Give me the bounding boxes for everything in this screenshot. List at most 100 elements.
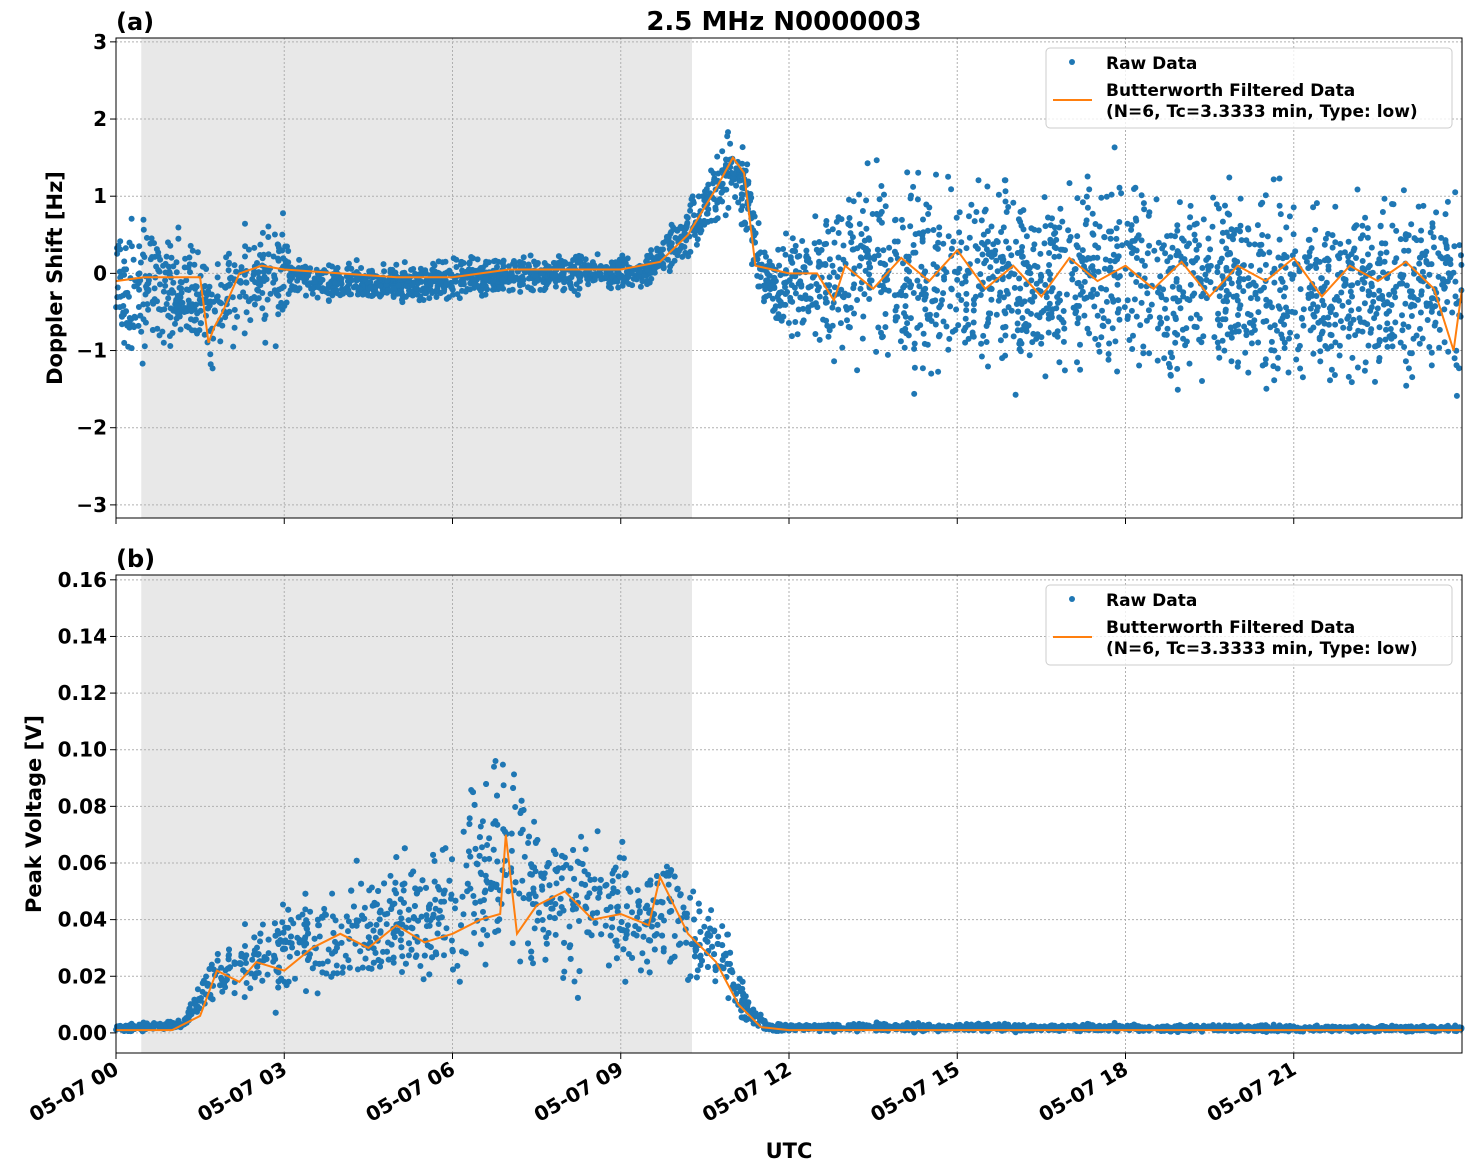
raw-data-point — [1117, 185, 1123, 191]
raw-data-point — [1401, 187, 1407, 193]
raw-data-point — [1346, 239, 1352, 245]
raw-data-point — [1055, 328, 1061, 334]
raw-data-point — [174, 316, 180, 322]
raw-data-point — [900, 225, 906, 231]
raw-data-point — [156, 306, 162, 312]
raw-data-point — [265, 234, 271, 240]
raw-data-point — [1280, 315, 1286, 321]
raw-data-point — [830, 323, 836, 329]
raw-data-point — [1141, 200, 1147, 206]
raw-data-point — [952, 269, 958, 275]
raw-data-point — [1420, 203, 1426, 209]
raw-data-point — [721, 186, 727, 192]
raw-data-point — [1307, 285, 1313, 291]
raw-data-point — [1248, 295, 1254, 301]
raw-data-point — [432, 858, 438, 864]
raw-data-point — [1018, 250, 1024, 256]
raw-data-point — [598, 276, 604, 282]
raw-data-point — [170, 263, 176, 269]
raw-data-point — [141, 217, 147, 223]
raw-data-point — [257, 252, 263, 258]
raw-data-point — [1443, 240, 1449, 246]
raw-data-point — [137, 270, 143, 276]
raw-data-point — [912, 341, 918, 347]
raw-data-point — [531, 259, 537, 265]
raw-data-point — [1156, 240, 1162, 246]
raw-data-point — [880, 334, 886, 340]
raw-data-point — [242, 221, 248, 227]
raw-data-point — [141, 254, 147, 260]
raw-data-point — [1426, 344, 1432, 350]
raw-data-point — [1072, 267, 1078, 273]
raw-data-point — [1002, 308, 1008, 314]
legend-marker-raw — [1069, 59, 1075, 65]
raw-data-point — [996, 192, 1002, 198]
raw-data-point — [159, 329, 165, 335]
raw-data-point — [1140, 350, 1146, 356]
raw-data-point — [1239, 237, 1245, 243]
raw-data-point — [1034, 312, 1040, 318]
raw-data-point — [150, 327, 156, 333]
raw-data-point — [990, 241, 996, 247]
raw-data-point — [1025, 308, 1031, 314]
raw-data-point — [232, 262, 238, 268]
raw-data-point — [1171, 311, 1177, 317]
raw-data-point — [1362, 215, 1368, 221]
raw-data-point — [763, 294, 769, 300]
raw-data-point — [1079, 259, 1085, 265]
raw-data-point — [612, 278, 618, 284]
raw-data-point — [937, 332, 943, 338]
raw-data-point — [936, 232, 942, 238]
raw-data-point — [985, 228, 991, 234]
raw-data-point — [894, 314, 900, 320]
raw-data-point — [1008, 270, 1014, 276]
raw-data-point — [321, 906, 327, 912]
raw-data-point — [1366, 288, 1372, 294]
raw-data-point — [1180, 289, 1186, 295]
raw-data-point — [1392, 259, 1398, 265]
raw-data-point — [1141, 206, 1147, 212]
raw-data-point — [1061, 339, 1067, 345]
raw-data-point — [346, 261, 352, 267]
raw-data-point — [769, 263, 775, 269]
raw-data-point — [1220, 219, 1226, 225]
raw-data-point — [256, 281, 262, 287]
raw-data-point — [841, 243, 847, 249]
raw-data-point — [421, 297, 427, 303]
raw-data-point — [638, 284, 644, 290]
raw-data-point — [129, 345, 135, 351]
raw-data-point — [572, 288, 578, 294]
raw-data-point — [1061, 326, 1067, 332]
raw-data-point — [381, 261, 387, 267]
raw-data-point — [511, 258, 517, 264]
raw-data-point — [443, 259, 449, 265]
raw-data-point — [406, 952, 412, 958]
raw-data-point — [984, 184, 990, 190]
raw-data-point — [789, 333, 795, 339]
raw-data-point — [401, 888, 407, 894]
raw-data-point — [349, 277, 355, 283]
raw-data-point — [1006, 245, 1012, 251]
raw-data-point — [449, 284, 455, 290]
raw-data-point — [799, 238, 805, 244]
raw-data-point — [1167, 364, 1173, 370]
raw-data-point — [1085, 326, 1091, 332]
raw-data-point — [1049, 215, 1055, 221]
raw-data-point — [150, 301, 156, 307]
raw-data-point — [1168, 350, 1174, 356]
raw-data-point — [712, 217, 718, 223]
raw-data-point — [1305, 265, 1311, 271]
raw-data-point — [1370, 299, 1376, 305]
raw-data-point — [860, 336, 866, 342]
raw-data-point — [1401, 248, 1407, 254]
raw-data-point — [195, 249, 201, 255]
raw-data-point — [426, 295, 432, 301]
raw-data-point — [949, 246, 955, 252]
raw-data-point — [754, 273, 760, 279]
raw-data-point — [219, 989, 225, 995]
raw-data-point — [1174, 366, 1180, 372]
raw-data-point — [915, 170, 921, 176]
raw-data-point — [1382, 241, 1388, 247]
raw-data-point — [782, 284, 788, 290]
raw-data-point — [858, 254, 864, 260]
